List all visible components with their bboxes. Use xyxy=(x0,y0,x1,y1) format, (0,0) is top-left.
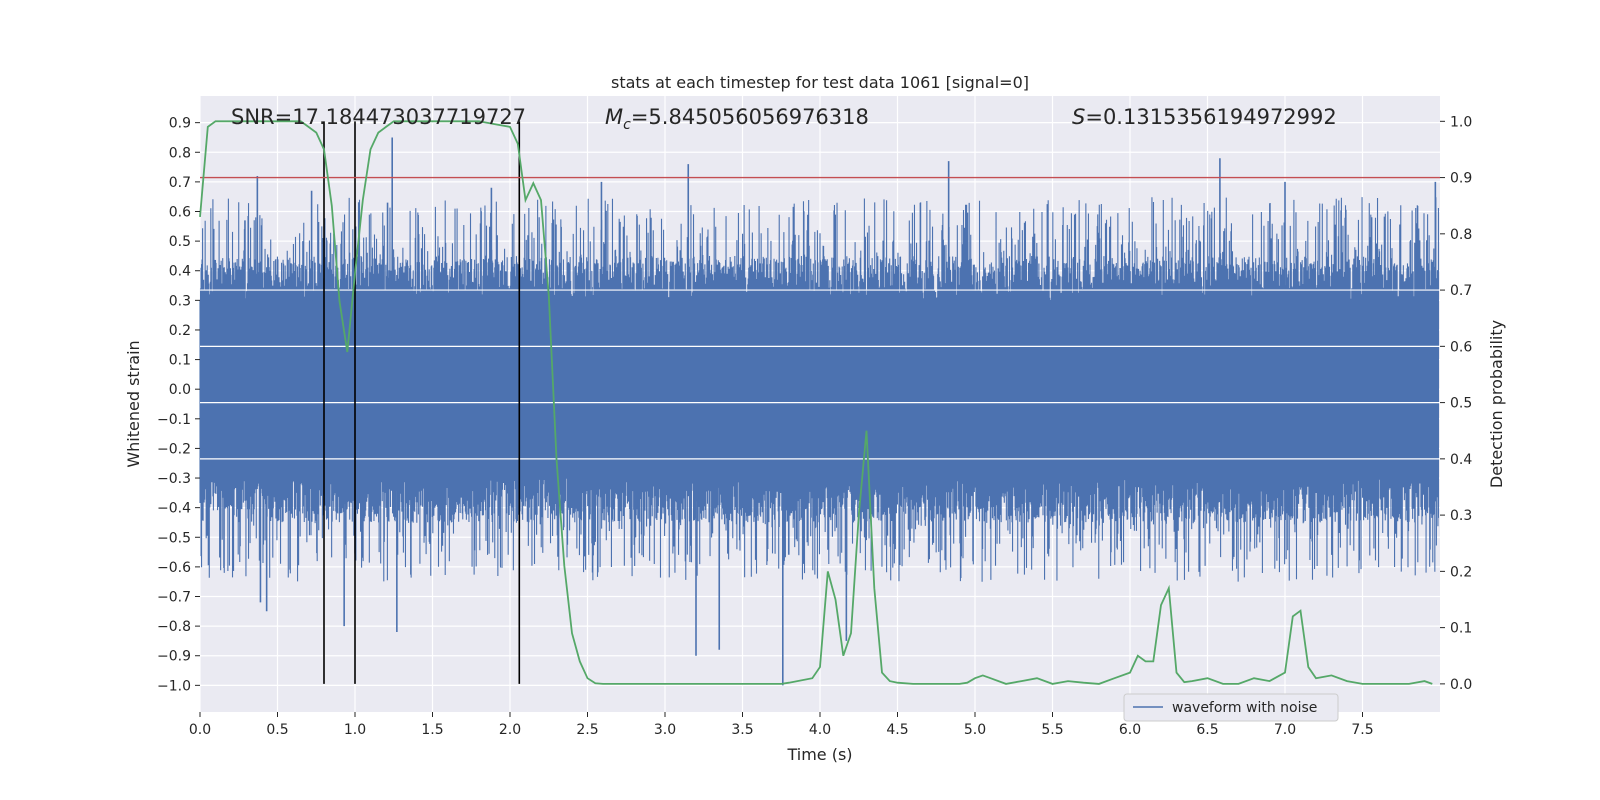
y-left-tick-label: 0.2 xyxy=(169,323,191,339)
y-axis-right-ticks: 1.0 0.9 0.8 0.7 0.6 0.5 0.4 0.3 0.2 0.1 0.0 xyxy=(1440,114,1472,693)
y-right-tick-label: 0.9 xyxy=(1450,171,1472,187)
chirp-mass-annotation: Mc=5.845056056976318 xyxy=(605,105,869,133)
y-left-tick-label: −0.3 xyxy=(157,471,191,487)
y-left-tick-label: 0.5 xyxy=(169,234,191,250)
vertical-markers xyxy=(323,121,521,684)
x-tick-label: 3.0 xyxy=(654,722,676,738)
x-tick-label: 7.0 xyxy=(1274,722,1296,738)
y-right-tick-label: 0.7 xyxy=(1450,283,1472,299)
x-tick-label: 7.5 xyxy=(1351,722,1373,738)
x-tick-label: 6.5 xyxy=(1196,722,1218,738)
y-left-tick-label: 0.8 xyxy=(169,145,191,161)
x-tick-label: 1.5 xyxy=(421,722,443,738)
snr-annotation: SNR=17.184473037719727 xyxy=(231,105,526,129)
y-left-tick-label: −0.7 xyxy=(157,590,191,606)
x-tick-label: 5.5 xyxy=(1041,722,1063,738)
waveform-series xyxy=(199,137,1440,686)
x-tick-label: 2.5 xyxy=(576,722,598,738)
chirp-mass-value: =5.845056056976318 xyxy=(631,105,869,129)
y-left-tick-label: 0.1 xyxy=(169,353,191,369)
y-left-tick-label: −0.4 xyxy=(157,501,191,517)
y-axis-right-label: Detection probability xyxy=(1487,320,1506,488)
legend-box xyxy=(1123,693,1339,722)
y-left-tick-label: −0.1 xyxy=(157,412,191,428)
x-tick-label: 4.0 xyxy=(809,722,831,738)
y-left-tick-label: −0.6 xyxy=(157,560,191,576)
score-value: =0.1315356194972992 xyxy=(1085,105,1336,129)
chirp-mass-symbol: M xyxy=(605,105,623,129)
x-tick-label: 0.5 xyxy=(266,722,288,738)
y-right-tick-label: 0.8 xyxy=(1450,227,1472,243)
y-left-tick-label: −0.8 xyxy=(157,619,191,635)
probability-line xyxy=(199,120,1433,685)
x-tick-label: 3.5 xyxy=(731,722,753,738)
y-right-tick-label: 0.2 xyxy=(1450,564,1472,580)
chart-title: stats at each timestep for test data 106… xyxy=(611,73,1029,92)
y-right-tick-label: 0.1 xyxy=(1450,621,1472,637)
x-tick-label: 2.0 xyxy=(499,722,521,738)
waveform-core xyxy=(200,300,1439,479)
x-axis-label: Time (s) xyxy=(786,745,852,764)
y-left-tick-label: −1.0 xyxy=(157,678,191,694)
chirp-mass-subscript: c xyxy=(623,117,631,133)
y-right-tick-label: 0.4 xyxy=(1450,452,1472,468)
x-tick-label: 5.0 xyxy=(964,722,986,738)
y-left-tick-label: 0.0 xyxy=(169,382,191,398)
y-left-tick-label: −0.5 xyxy=(157,530,191,546)
x-tick-label: 6.0 xyxy=(1119,722,1141,738)
probability-series xyxy=(199,120,1433,685)
y-right-tick-label: 0.0 xyxy=(1450,677,1472,693)
y-left-tick-label: 0.4 xyxy=(169,264,191,280)
legend: waveform with noise xyxy=(1123,693,1339,722)
y-axis-left-ticks: 0.9 0.8 0.7 0.6 0.5 0.4 0.3 0.2 0.1 0.0 −0.1 −0.2 −0… xyxy=(157,116,200,694)
legend-label: waveform with noise xyxy=(1172,700,1317,716)
x-tick-label: 4.5 xyxy=(886,722,908,738)
y-axis-left-label: Whitened strain xyxy=(124,340,143,467)
y-left-tick-label: −0.2 xyxy=(157,441,191,457)
score-symbol: S xyxy=(1072,105,1085,129)
x-axis-ticks: 0.0 0.5 1.0 1.5 2.0 2.5 3.0 3.5 4.0 4.5 5.0 5.5 6.0 6… xyxy=(189,712,1374,738)
y-left-tick-label: −0.9 xyxy=(157,649,191,665)
y-left-tick-label: 0.7 xyxy=(169,175,191,191)
y-right-tick-label: 0.6 xyxy=(1450,339,1472,355)
x-tick-label: 1.0 xyxy=(344,722,366,738)
y-left-tick-label: 0.3 xyxy=(169,293,191,309)
y-right-tick-label: 0.5 xyxy=(1450,396,1472,412)
score-annotation: S=0.1315356194972992 xyxy=(1072,105,1337,129)
x-tick-label: 0.0 xyxy=(189,722,211,738)
y-right-tick-label: 0.3 xyxy=(1450,508,1472,524)
y-left-tick-label: 0.9 xyxy=(169,116,191,132)
y-right-tick-label: 1.0 xyxy=(1450,114,1472,130)
y-left-tick-label: 0.6 xyxy=(169,205,191,221)
